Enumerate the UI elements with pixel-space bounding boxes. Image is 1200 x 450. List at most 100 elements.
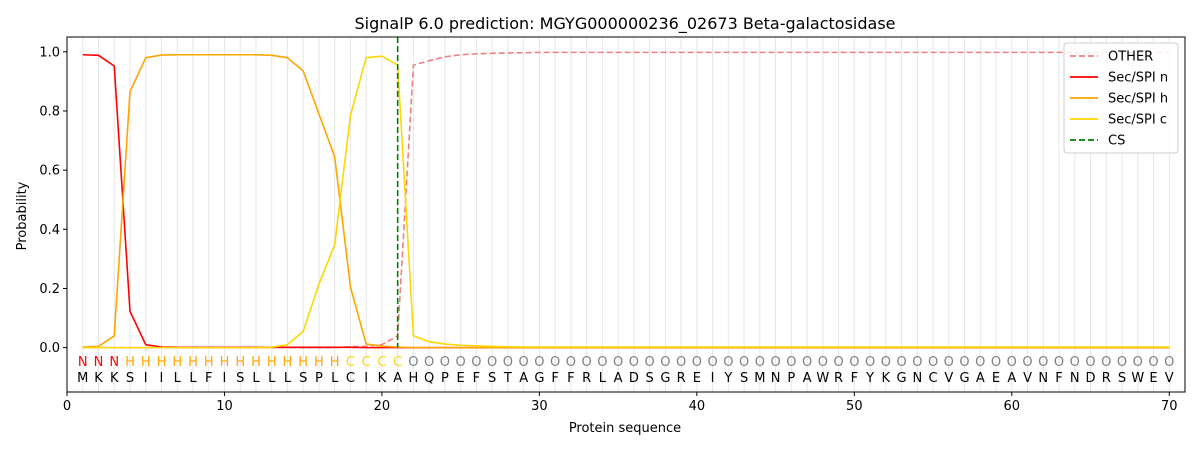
state-label: N	[94, 355, 104, 370]
residue-letter: G	[897, 371, 907, 386]
residue-letter: G	[960, 371, 970, 386]
residue-letter: S	[126, 371, 134, 386]
state-label: O	[597, 355, 607, 370]
residue-letter: T	[503, 371, 512, 386]
residue-letter: K	[94, 371, 103, 386]
state-label: O	[1070, 355, 1080, 370]
legend-label: Sec/SPI n	[1108, 71, 1168, 86]
state-label: O	[1022, 355, 1032, 370]
legend-label: CS	[1108, 134, 1125, 149]
state-label: H	[267, 355, 277, 370]
residue-letter: S	[740, 371, 748, 386]
state-label: O	[755, 355, 765, 370]
state-label: C	[377, 355, 386, 370]
series-line-sec-spi-c	[82, 55, 1170, 349]
state-label: H	[172, 355, 182, 370]
state-label: H	[298, 355, 308, 370]
residue-letter: V	[1165, 371, 1174, 386]
residue-letter: K	[110, 371, 119, 386]
state-label: O	[1148, 355, 1158, 370]
residue-letter: L	[174, 371, 182, 386]
residue-letter: F	[473, 371, 480, 386]
residue-letter: C	[929, 371, 938, 386]
residue-letter: A	[1007, 371, 1016, 386]
residue-letter: R	[834, 371, 843, 386]
residue-letter: E	[693, 371, 701, 386]
state-label: O	[424, 355, 434, 370]
x-tick-label: 50	[846, 399, 863, 414]
residue-letter: I	[223, 371, 227, 386]
grid-lines	[82, 37, 1170, 392]
residue-letter: N	[912, 371, 922, 386]
residue-letter: I	[144, 371, 148, 386]
state-label: C	[346, 355, 355, 370]
state-label: O	[802, 355, 812, 370]
residue-letter: H	[409, 371, 419, 386]
residue-letter: I	[364, 371, 368, 386]
state-label: O	[660, 355, 670, 370]
y-tick-label: 0.2	[39, 282, 60, 297]
series-line-other	[82, 51, 1170, 349]
residue-letter: Q	[424, 371, 434, 386]
legend-box	[1063, 42, 1179, 154]
residue-letter: D	[629, 371, 639, 386]
state-label: O	[1133, 355, 1143, 370]
state-label: O	[456, 355, 466, 370]
residue-letter: L	[268, 371, 276, 386]
x-tick-label: 30	[531, 399, 548, 414]
residue-letter: D	[1086, 371, 1096, 386]
state-label: O	[408, 355, 418, 370]
state-label: O	[944, 355, 954, 370]
state-label: O	[1038, 355, 1048, 370]
residue-letter: Y	[865, 371, 874, 386]
residue-letter: R	[1102, 371, 1111, 386]
state-label: O	[975, 355, 985, 370]
y-tick-label: 0.0	[39, 341, 60, 356]
residue-letter: F	[851, 371, 858, 386]
residue-letter: L	[189, 371, 197, 386]
residue-letter: L	[284, 371, 292, 386]
residue-letter: I	[160, 371, 164, 386]
residue-letter: N	[1038, 371, 1048, 386]
state-label: O	[534, 355, 544, 370]
residue-letter: A	[976, 371, 985, 386]
residue-letter: K	[378, 371, 387, 386]
residue-letter: L	[599, 371, 607, 386]
residue-letter: G	[660, 371, 670, 386]
state-label: H	[204, 355, 214, 370]
state-label: O	[739, 355, 749, 370]
state-label: O	[471, 355, 481, 370]
residue-letter: A	[614, 371, 623, 386]
residue-letter: P	[441, 371, 449, 386]
residue-letter: S	[299, 371, 307, 386]
legend: OTHER Sec/SPI n Sec/SPI h Sec/SPI c CS	[1063, 42, 1179, 154]
residue-letter: W	[816, 371, 829, 386]
state-label: C	[393, 355, 402, 370]
state-label: O	[896, 355, 906, 370]
x-tick-label: 40	[689, 399, 706, 414]
state-label: O	[912, 355, 922, 370]
residue-letter: S	[1118, 371, 1126, 386]
state-label: O	[865, 355, 875, 370]
state-label: O	[1117, 355, 1127, 370]
residue-letter: A	[393, 371, 402, 386]
state-label: O	[959, 355, 969, 370]
state-label: O	[503, 355, 513, 370]
residue-letter: P	[315, 371, 323, 386]
residue-letter: E	[457, 371, 465, 386]
residue-letter: F	[567, 371, 574, 386]
state-label: O	[1101, 355, 1111, 370]
residue-letter: E	[1149, 371, 1157, 386]
chart-title: SignalP 6.0 prediction: MGYG000000236_02…	[354, 14, 895, 34]
state-label: O	[613, 355, 623, 370]
residue-letter: I	[711, 371, 715, 386]
state-label: H	[314, 355, 324, 370]
x-tick-label: 0	[63, 399, 71, 414]
state-label: N	[109, 355, 119, 370]
residue-letter: F	[551, 371, 558, 386]
residue-letter: R	[582, 371, 591, 386]
state-label: O	[770, 355, 780, 370]
state-label: O	[833, 355, 843, 370]
state-label: N	[78, 355, 88, 370]
